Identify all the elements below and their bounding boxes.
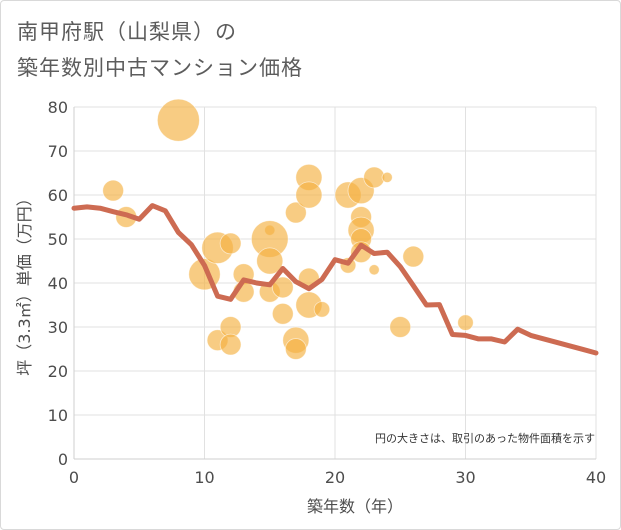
average-price-line: [71, 203, 599, 356]
y-tick-label: 50: [48, 230, 68, 249]
data-bubble: [219, 333, 242, 356]
bubble-layer: [102, 98, 474, 360]
data-bubble: [381, 171, 393, 183]
y-tick-label: 70: [48, 142, 68, 161]
chart-title-line-1: 南甲府駅（山梨県）の: [17, 20, 237, 44]
grid-lines: [73, 106, 597, 460]
y-tick-label: 40: [48, 274, 68, 293]
data-bubble: [271, 276, 294, 299]
y-tick-label: 80: [48, 98, 68, 117]
data-bubble: [313, 301, 331, 318]
x-tick-label: 40: [586, 468, 606, 487]
chart-title-line-2: 築年数別中古マンション価格: [17, 56, 303, 80]
data-bubble: [284, 338, 307, 360]
data-bubble: [368, 264, 380, 276]
x-tick-label: 10: [194, 468, 214, 487]
data-bubble: [457, 314, 474, 331]
y-axis-label: 坪（3.3㎡）単価（万円）: [15, 190, 34, 375]
data-bubble: [295, 181, 323, 209]
y-tick-label: 10: [48, 406, 68, 425]
data-bubble: [156, 98, 200, 142]
data-bubble: [284, 201, 307, 224]
y-tick-label: 30: [48, 318, 68, 337]
data-bubble: [219, 232, 242, 255]
data-bubble: [402, 245, 425, 268]
x-tick-label: 30: [455, 468, 475, 487]
x-tick-label: 0: [69, 468, 79, 487]
data-bubble: [389, 316, 412, 338]
y-tick-label: 20: [48, 362, 68, 381]
data-bubble: [256, 247, 284, 275]
data-bubble: [271, 302, 294, 325]
y-tick-label: 0: [58, 450, 68, 469]
y-tick-label: 60: [48, 186, 68, 205]
size-annotation: 円の大きさは、取引のあった物件面積を示す: [375, 431, 595, 445]
x-axis-label: 築年数（年）: [307, 497, 403, 516]
data-bubble: [102, 179, 125, 202]
data-bubble: [363, 166, 385, 189]
axis-ticks: 0 10 20 30 40 50 60 70 80 0 10 20 30 40: [48, 98, 607, 487]
x-tick-label: 20: [325, 468, 345, 487]
